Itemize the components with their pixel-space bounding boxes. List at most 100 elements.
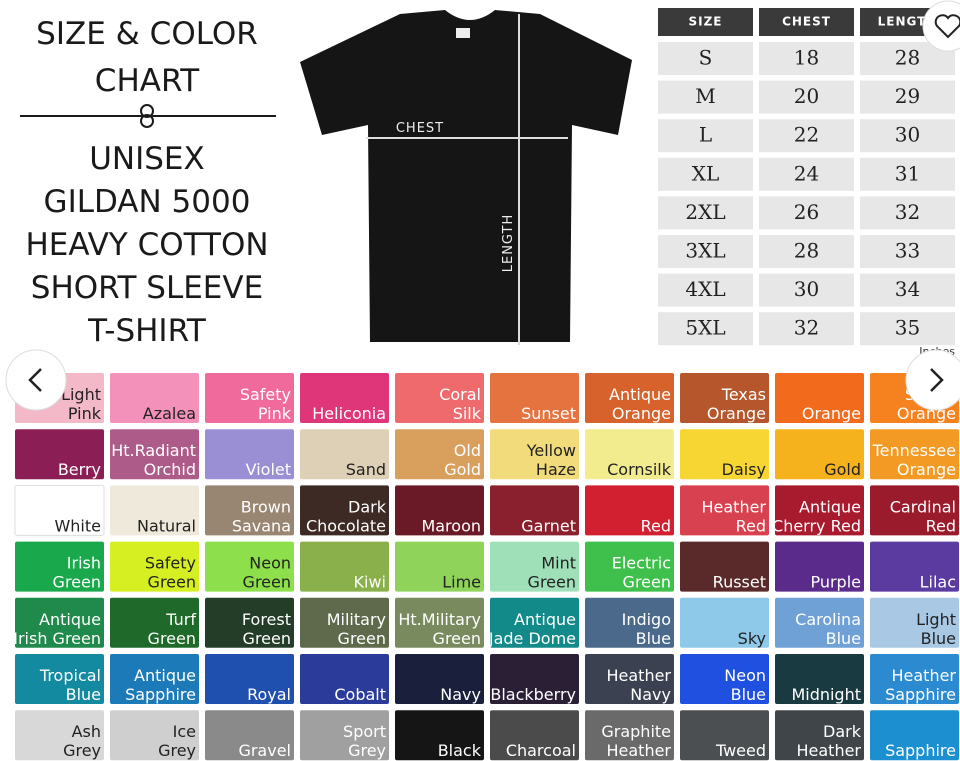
swatch [395,485,484,536]
chest-label: CHEST [396,121,444,136]
table-cell [860,119,955,153]
cell-text: 31 [895,161,920,185]
swatch-label: Blue [636,629,671,648]
swatch-label: Cobalt [334,685,386,704]
swatch [870,710,959,761]
swatch-label: Green [528,573,576,592]
swatch [395,541,484,592]
swatch-label: Navy [630,685,671,704]
swatch-label: Royal [247,685,291,704]
color-swatch: Black [395,710,484,761]
swatch-label: Orange [612,404,671,423]
table-cell [860,80,955,114]
swatch-label: Antique [799,497,861,516]
swatch-label: Heather [796,741,861,760]
swatch-label: Sky [738,629,766,648]
table-cell [759,273,854,307]
swatch [775,429,864,480]
swatch-label: Heather [701,497,766,516]
next-button[interactable] [905,349,960,411]
swatch-label: Texas [721,385,766,404]
cell-text: 29 [895,84,920,108]
swatch [490,373,579,423]
header-cell [759,8,854,36]
swatch-label: Chocolate [306,516,386,535]
color-swatch: Sunset [490,373,579,423]
swatch-label: Grey [348,741,386,760]
swatch-label: Yellow [526,441,576,460]
table-cell [759,80,854,114]
swatch-label: Red [641,516,671,535]
swatch-label: Tropical [39,666,101,685]
swatch-label: Orchid [144,460,196,479]
swatch-label: Green [148,629,196,648]
swatch [395,373,484,423]
table-cell [860,273,955,307]
divider [20,104,276,128]
swatch-label: Heather [606,666,671,685]
swatch-label: Green [53,573,101,592]
swatch [300,541,389,592]
swatch [585,654,674,704]
table-cell [860,312,955,346]
cell-text: 4XL [685,277,725,301]
favorite-button[interactable] [922,0,960,52]
previous-button[interactable] [5,349,67,411]
swatch-label: Sport [343,722,386,741]
color-swatch: Purple [775,541,864,592]
swatch-label: Antique [39,610,101,629]
swatch [205,373,294,423]
swatch-label: Tennessee [872,441,956,460]
swatch [870,541,959,592]
product-line: GILDAN 5000 [44,184,251,220]
swatch-label: Kiwi [354,573,386,592]
cell-text: 2XL [685,200,725,224]
swatch [680,485,769,536]
swatch [110,597,199,648]
swatch [870,654,959,704]
swatch [680,541,769,592]
swatch [205,710,294,761]
swatch-label: Gold [444,460,481,479]
swatch [300,429,389,480]
header-text: LENGTH [878,15,938,29]
header-cell [658,8,753,36]
swatch-label: Green [243,629,291,648]
product-line: UNISEX [89,141,205,177]
swatch [300,597,389,648]
swatch-label: Gold [824,460,861,479]
swatch-label: Daisy [722,460,766,479]
swatch [300,485,389,536]
product-line: HEAVY COTTON [25,227,268,263]
header-text: CHEST [782,15,831,29]
color-swatch: Charcoal [490,710,579,761]
cell-text: 24 [794,161,819,185]
cell-text: 3XL [685,239,725,263]
swatch-label: Silk [453,404,482,423]
table-cell [759,235,854,268]
swatch [775,485,864,536]
swatch [205,485,294,536]
swatch [775,541,864,592]
swatch-label: Light [61,385,101,404]
swatch [680,373,769,423]
swatch [585,373,674,423]
swatch [205,541,294,592]
swatch-label: Sapphire [125,685,196,704]
swatch [585,429,674,480]
cell-text: 20 [794,84,819,108]
table-cell [759,312,854,346]
swatch-label: Green [243,573,291,592]
swatch-label: Ht.Military [398,610,481,629]
